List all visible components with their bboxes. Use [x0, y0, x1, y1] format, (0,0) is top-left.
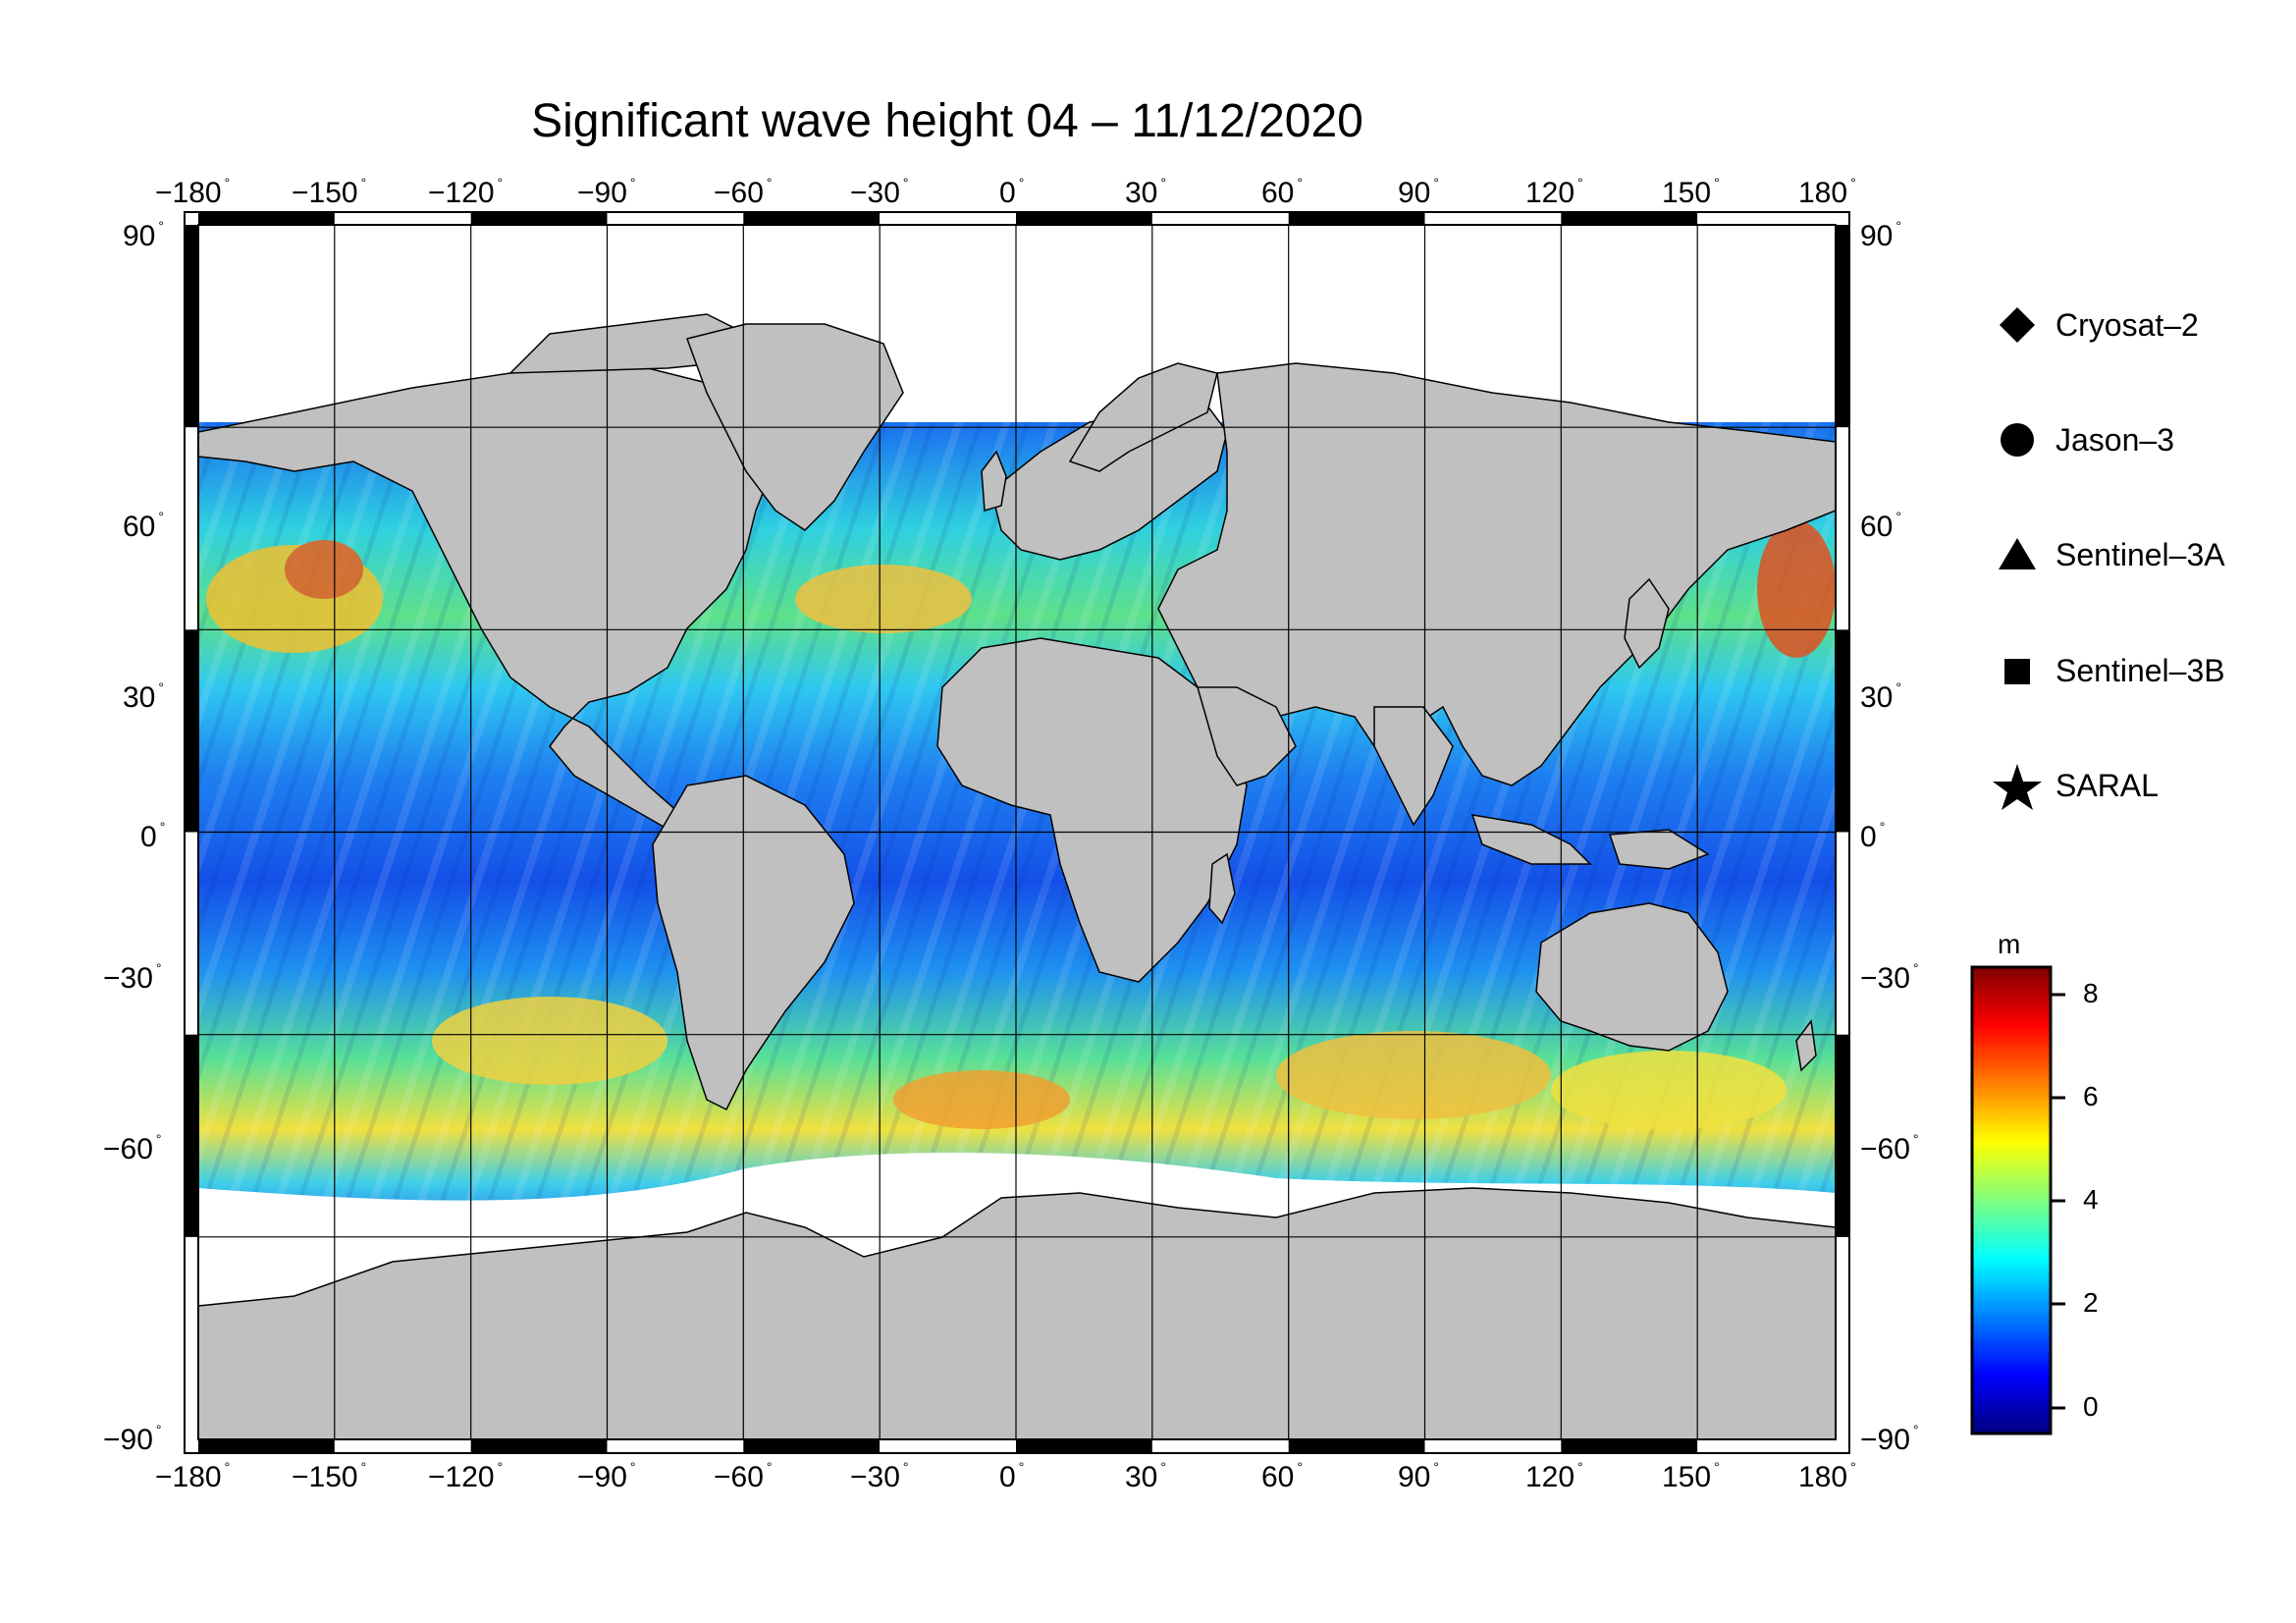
lon-tick-label: −120 ° [428, 1459, 504, 1493]
lat-tick-label: 0 ° [1860, 819, 1886, 853]
legend-item-sentinel-3a: Sentinel–3A [1993, 530, 2225, 579]
lon-tick-label: 60 ° [1261, 175, 1303, 209]
lon-tick-label: 90 ° [1398, 175, 1439, 209]
lat-tick-label: 60 ° [1860, 509, 1901, 543]
lon-tick-label: −150 ° [292, 1459, 367, 1493]
colorbar-tick-label: 2 [2083, 1287, 2099, 1318]
square-icon [2004, 659, 2030, 684]
colorbar-ticks [2051, 993, 2065, 1410]
lon-tick-label: −60 ° [714, 175, 773, 209]
graticule-grid [198, 225, 1836, 1439]
lat-tick-label: 90 ° [1860, 218, 1901, 252]
lat-tick-label: −90 ° [1860, 1422, 1919, 1456]
colorbar-tick-label: 6 [2083, 1081, 2099, 1111]
lon-tick-label: 0 ° [999, 1459, 1025, 1493]
lat-tick-label: −90 ° [103, 1422, 162, 1456]
legend-item-jason: Jason–3 [1993, 415, 2174, 464]
lon-tick-label: 150 ° [1662, 1459, 1720, 1493]
star-icon [1993, 764, 2042, 810]
lon-tick-label: −60 ° [714, 1459, 773, 1493]
lat-tick-label: −60 ° [103, 1131, 162, 1165]
legend-label: SARAL [2056, 767, 2159, 803]
diamond-icon [2000, 307, 2035, 343]
map-frame [184, 211, 1850, 1454]
lon-tick-label: 60 ° [1261, 1459, 1303, 1493]
lon-tick-label: 180 ° [1798, 175, 1856, 209]
lat-tick-label: 0 ° [140, 819, 166, 853]
colorbar-unit: m [1998, 929, 2021, 959]
legend-item-cryosat: Cryosat–2 [1993, 300, 2199, 350]
legend-label: Sentinel–3B [2056, 652, 2225, 688]
colorbar-tick-label: 8 [2083, 978, 2099, 1008]
lat-tick-label: −30 ° [103, 960, 162, 995]
legend-label: Sentinel–3A [2056, 536, 2225, 572]
chart-title: Significant wave height 04 – 11/12/2020 [531, 95, 1363, 147]
legend-item-saral: SARAL [1993, 761, 2159, 810]
lon-tick-label: 120 ° [1525, 1459, 1583, 1493]
lat-tick-label: −30 ° [1860, 960, 1919, 995]
lon-tick-label: −180 ° [155, 175, 231, 209]
legend-item-sentinel-3b: Sentinel–3B [1993, 646, 2225, 695]
lon-tick-label: −120 ° [428, 175, 504, 209]
land-masses [198, 313, 1836, 1439]
legend-label: Jason–3 [2056, 421, 2174, 458]
lon-tick-label: 120 ° [1525, 175, 1583, 209]
colorbar-tick-label: 0 [2083, 1391, 2099, 1422]
colorbar [1970, 965, 2053, 1435]
lon-tick-label: 90 ° [1398, 1459, 1439, 1493]
lon-tick-label: 0 ° [999, 175, 1025, 209]
lon-tick-label: −180 ° [155, 1459, 231, 1493]
lon-tick-label: −90 ° [577, 175, 636, 209]
lon-tick-label: 30 ° [1125, 1459, 1166, 1493]
lon-tick-label: 30 ° [1125, 175, 1166, 209]
lon-tick-label: −150 ° [292, 175, 367, 209]
triangle-icon [1999, 538, 2036, 569]
circle-icon [2001, 423, 2034, 457]
legend-label: Cryosat–2 [2056, 306, 2199, 343]
colorbar-tick-label: 4 [2083, 1184, 2099, 1215]
lat-tick-label: 30 ° [1860, 679, 1901, 714]
lon-tick-label: −90 ° [577, 1459, 636, 1493]
legend-symbols [1993, 307, 2042, 810]
lon-tick-label: −30 ° [850, 175, 909, 209]
lon-tick-label: −30 ° [850, 1459, 909, 1493]
high-wave-patches [206, 520, 1836, 1129]
lon-tick-label: 180 ° [1798, 1459, 1856, 1493]
lat-tick-label: 30 ° [123, 679, 164, 714]
lat-tick-label: −60 ° [1860, 1131, 1919, 1165]
lat-tick-label: 60 ° [123, 509, 164, 543]
lat-tick-label: 90 ° [123, 218, 164, 252]
lon-tick-label: 150 ° [1662, 175, 1720, 209]
